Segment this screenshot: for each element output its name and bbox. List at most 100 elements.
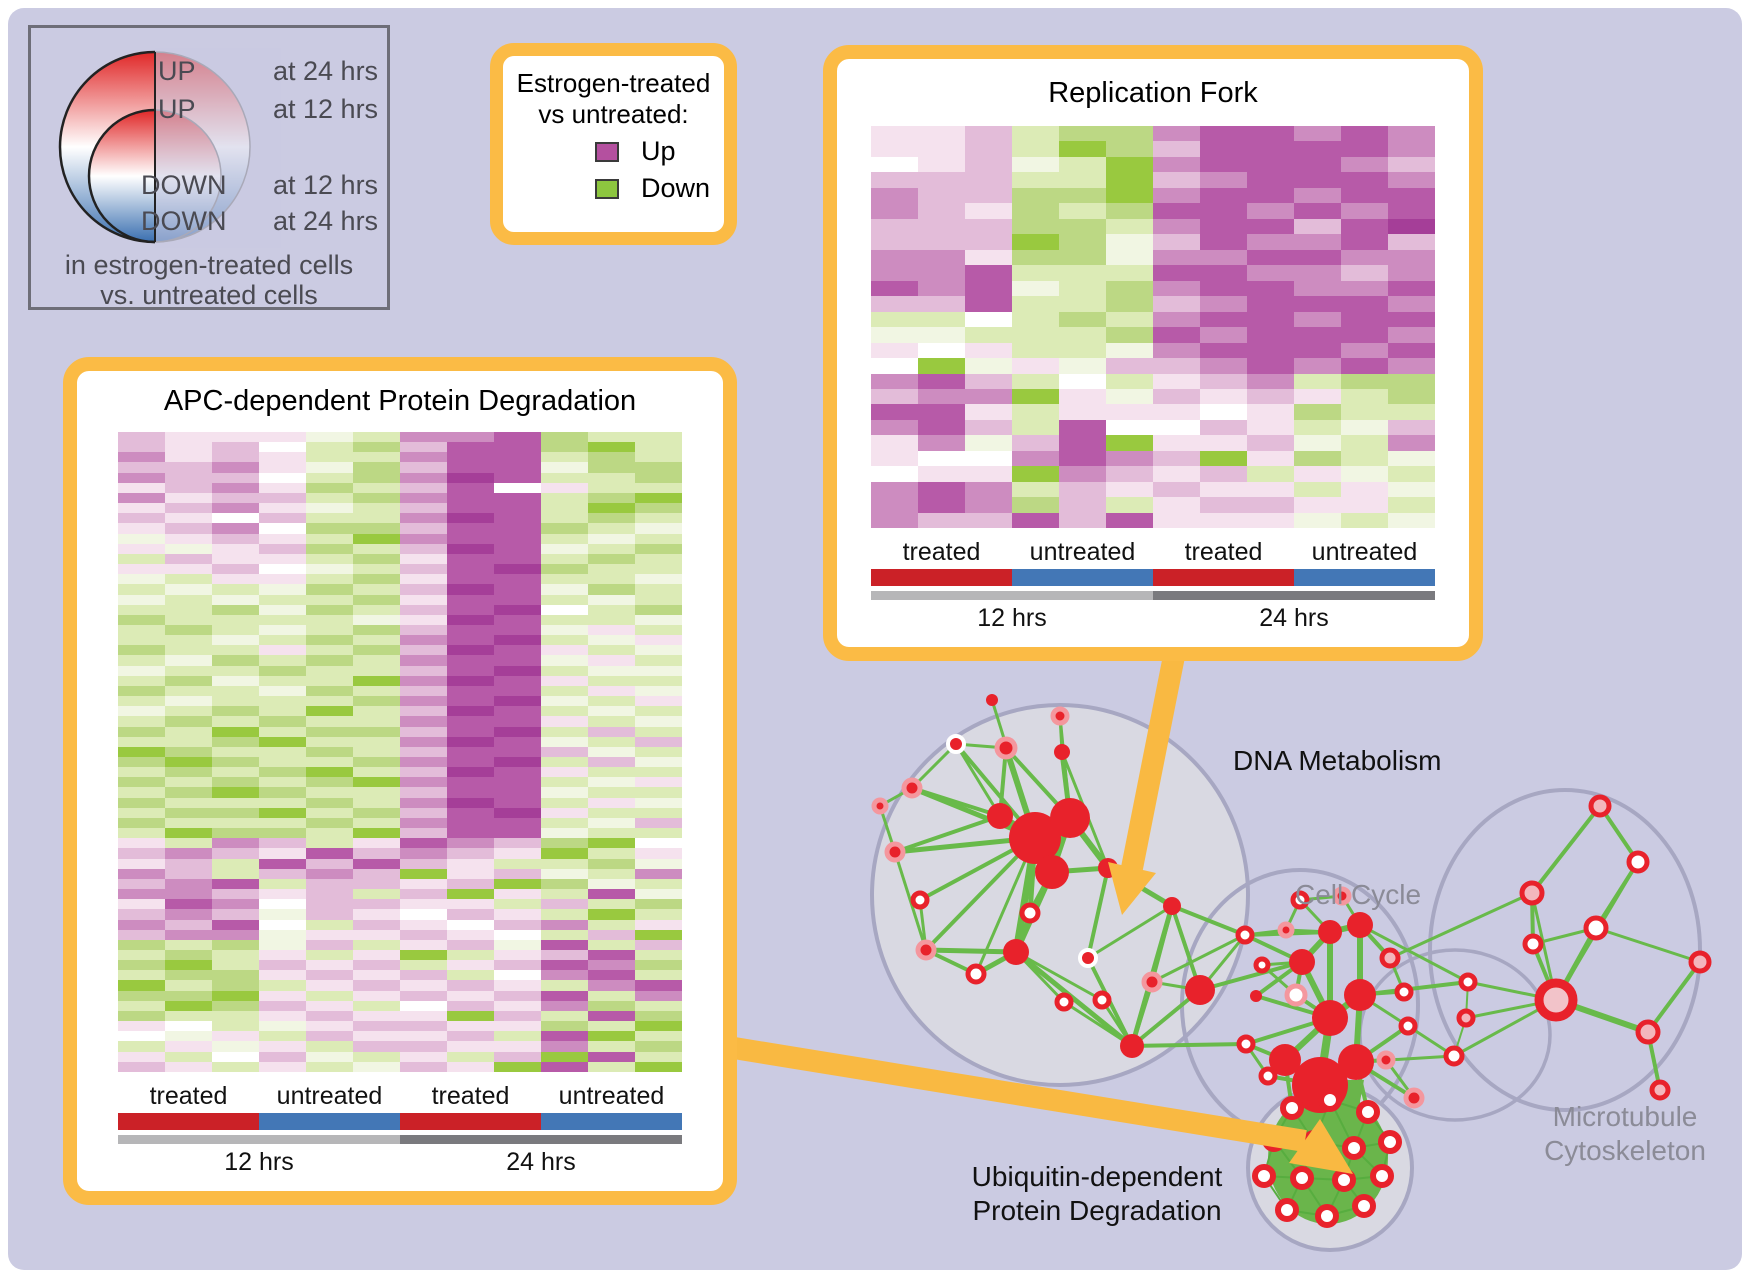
heatmap-cell	[588, 665, 635, 676]
heatmap-cell	[588, 614, 635, 625]
heatmap-cell	[494, 746, 541, 757]
heatmap-cell	[541, 757, 588, 768]
circle-legend-box: UP at 24 hrs UP at 12 hrs DOWN at 12 hrs…	[28, 25, 390, 310]
heatmap-row	[118, 828, 682, 839]
heatmap-cell	[494, 767, 541, 778]
heatmap-cell	[588, 482, 635, 493]
heatmap-cell	[400, 1031, 447, 1042]
heatmap-cell	[1294, 419, 1341, 436]
heatmap-cell	[353, 452, 400, 463]
heatmap-cell	[1200, 234, 1247, 250]
heatmap-cell	[494, 807, 541, 818]
gene-node	[1376, 1050, 1396, 1070]
heatmap-cell	[259, 797, 306, 808]
heatmap-row	[118, 1051, 682, 1062]
heatmap-cell	[306, 838, 353, 849]
heatmap-cell	[165, 624, 212, 636]
heatmap-cell	[165, 807, 212, 818]
heatmap-cell	[1294, 342, 1341, 359]
heatmap-cell	[212, 889, 259, 900]
heatmap-cell	[118, 523, 165, 534]
heatmap-cell	[635, 574, 682, 585]
heatmap-cell	[165, 614, 212, 625]
heatmap-cell	[635, 767, 682, 778]
heatmap-cell	[447, 909, 494, 920]
heatmap-cell	[1294, 234, 1341, 250]
heatmap-row	[118, 665, 682, 676]
group-label: untreated	[276, 1082, 383, 1110]
heatmap-cell	[1200, 419, 1247, 436]
heatmap-cell	[165, 1021, 212, 1032]
heatmap-cell	[118, 817, 165, 829]
gene-node	[1250, 990, 1262, 1002]
heatmap-cell	[118, 492, 165, 504]
heatmap-row	[118, 492, 682, 504]
heatmap-cell	[353, 624, 400, 636]
heatmap-cell	[259, 533, 306, 544]
heatmap-cell	[635, 645, 682, 656]
heatmap-cell	[400, 807, 447, 818]
heatmap-cell	[1106, 265, 1153, 281]
heatmap-cell	[259, 675, 306, 686]
replication-fork-panel: Replication Fork treated untreated treated u…	[823, 45, 1483, 661]
heatmap-cell	[259, 828, 306, 839]
heatmap-cell	[871, 388, 918, 405]
heatmap-cell	[306, 990, 353, 1001]
heatmap-cell	[918, 311, 965, 328]
heatmap-cell	[494, 553, 541, 565]
heatmap-cell	[259, 665, 306, 676]
heatmap-cell	[494, 817, 541, 829]
heatmap-cell	[118, 1061, 165, 1072]
heatmap-cell	[494, 848, 541, 859]
heatmap-row	[118, 797, 682, 808]
heatmap-cell	[588, 767, 635, 778]
heatmap-cell	[1388, 466, 1435, 482]
group-labels: treated untreated treated untreated	[118, 1082, 682, 1111]
heatmap-cell	[1012, 280, 1059, 297]
heatmap-row	[871, 450, 1435, 467]
heatmap-cell	[400, 665, 447, 676]
heatmap-cell	[165, 1061, 212, 1072]
heatmap-cell	[353, 868, 400, 879]
heatmap-row	[118, 736, 682, 747]
heatmap-cell	[1200, 280, 1247, 297]
heatmap-cell	[965, 497, 1012, 513]
heatmap-row	[118, 533, 682, 544]
heatmap-cell	[494, 929, 541, 940]
heatmap-cell	[494, 594, 541, 605]
heatmap-cell	[871, 187, 918, 204]
heatmap-cell	[1059, 327, 1106, 343]
heatmap-cell	[965, 218, 1012, 235]
legend-up-24-dir: UP	[158, 56, 196, 86]
heatmap-cell	[259, 1031, 306, 1042]
heatmap-cell	[353, 807, 400, 818]
heatmap-cell	[635, 949, 682, 961]
heatmap-cell	[118, 482, 165, 493]
heatmap-cell	[212, 472, 259, 483]
heatmap-cell	[447, 696, 494, 707]
heatmap-cell	[494, 878, 541, 890]
heatmap-cell	[165, 858, 212, 869]
time-label: 24 hrs	[506, 1148, 576, 1176]
gene-node	[1338, 1044, 1374, 1080]
heatmap-cell	[965, 156, 1012, 173]
group-label: treated	[149, 1082, 228, 1110]
heatmap-cell	[1388, 187, 1435, 204]
heatmap-cell	[259, 452, 306, 463]
heatmap-cell	[212, 675, 259, 686]
heatmap-cell	[1012, 388, 1059, 405]
heatmap-cell	[165, 929, 212, 940]
gene-node	[1344, 979, 1376, 1011]
heatmap-cell	[212, 899, 259, 910]
heatmap-cell	[541, 828, 588, 839]
untreated-bar-segment	[1012, 569, 1153, 586]
heatmap-cell	[353, 675, 400, 686]
heatmap-row	[118, 574, 682, 585]
heatmap-cell	[1012, 419, 1059, 436]
heatmap-cell	[306, 1041, 353, 1052]
heatmap-cell	[306, 736, 353, 747]
heatmap-cell	[1153, 373, 1200, 389]
heatmap-row	[118, 1021, 682, 1032]
heatmap-row	[118, 675, 682, 686]
heatmap-cell	[635, 868, 682, 879]
